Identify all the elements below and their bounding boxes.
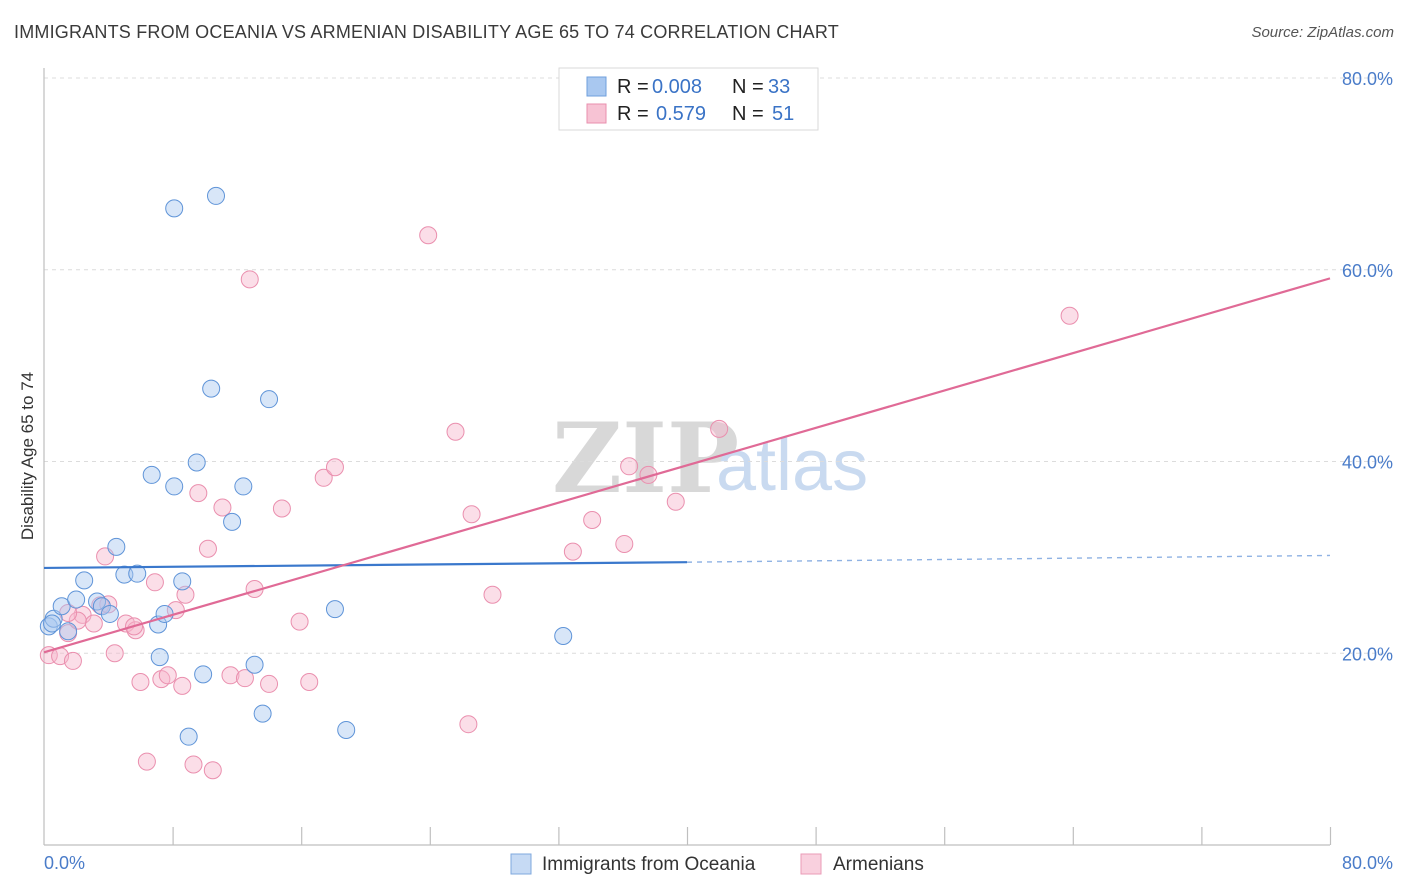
armenians-point bbox=[63, 651, 82, 670]
chart-title: IMMIGRANTS FROM OCEANIA VS ARMENIAN DISA… bbox=[14, 22, 839, 42]
oceania-point bbox=[67, 590, 86, 609]
armenians-point bbox=[300, 673, 319, 692]
armenians-point bbox=[462, 505, 481, 524]
y-tick-label: 40.0% bbox=[1342, 453, 1393, 473]
armenians-point bbox=[198, 539, 217, 558]
y-tick-label: 60.0% bbox=[1342, 261, 1393, 281]
oceania-point bbox=[100, 604, 119, 623]
oceania-point bbox=[554, 626, 573, 645]
armenians-point bbox=[583, 510, 602, 529]
source-label: Source: ZipAtlas.com bbox=[1251, 24, 1394, 41]
x-tick-label-max: 80.0% bbox=[1342, 853, 1393, 873]
armenians-point bbox=[203, 761, 222, 780]
oceania-point bbox=[43, 614, 62, 633]
armenians-trendline bbox=[43, 277, 1331, 654]
legend-r-value-oceania: 0.008 bbox=[652, 76, 702, 98]
armenians-point bbox=[105, 644, 124, 663]
legend-n-label-oceania: N = bbox=[732, 76, 764, 98]
legend-swatch-armenians bbox=[586, 103, 607, 124]
oceania-points bbox=[39, 186, 573, 746]
armenians-point bbox=[145, 573, 164, 592]
legend-n-label-armenians: N = bbox=[732, 103, 764, 125]
x-tick-label-min: 0.0% bbox=[44, 853, 85, 873]
oceania-point bbox=[142, 465, 161, 484]
armenians-point bbox=[1060, 306, 1079, 325]
armenians-point bbox=[419, 226, 438, 245]
armenians-point bbox=[563, 542, 582, 561]
armenians-point bbox=[459, 715, 478, 734]
oceania-point bbox=[234, 477, 253, 496]
oceania-point bbox=[245, 655, 264, 674]
bottom-legend-label-armenians: Armenians bbox=[833, 854, 924, 875]
oceania-point bbox=[194, 665, 213, 684]
armenians-point bbox=[260, 674, 279, 693]
trendlines bbox=[43, 277, 1331, 654]
armenians-point bbox=[290, 612, 309, 631]
bottom-legend-swatch-armenians bbox=[800, 853, 822, 875]
armenians-point bbox=[235, 669, 254, 688]
oceania-point bbox=[337, 720, 356, 739]
watermark-atlas: atlas bbox=[716, 426, 868, 506]
oceania-point bbox=[179, 727, 198, 746]
legend-swatch-oceania bbox=[586, 76, 607, 97]
legend-r-value-armenians: 0.579 bbox=[656, 103, 706, 125]
bottom-legend-label-oceania: Immigrants from Oceania bbox=[542, 854, 756, 875]
armenians-point bbox=[131, 673, 150, 692]
armenians-point bbox=[272, 499, 291, 518]
x-axis-ticks bbox=[172, 827, 1332, 845]
armenians-point bbox=[137, 752, 156, 771]
bottom-legend: Immigrants from Oceania Armenians bbox=[510, 853, 924, 875]
legend: R = 0.008 N = 33 R = 0.579 N = 51 bbox=[558, 67, 819, 131]
armenians-point bbox=[158, 666, 177, 685]
oceania-trendline-extension bbox=[686, 554, 1331, 563]
legend-n-value-armenians: 51 bbox=[772, 103, 794, 125]
armenians-point bbox=[176, 585, 195, 604]
armenians-point bbox=[240, 270, 259, 289]
armenians-point bbox=[615, 534, 634, 553]
oceania-point bbox=[253, 704, 272, 723]
armenians-point bbox=[184, 755, 203, 774]
y-axis-label: Disability Age 65 to 74 bbox=[18, 372, 37, 540]
oceania-point bbox=[260, 390, 279, 409]
armenians-point bbox=[173, 676, 192, 695]
oceania-point bbox=[59, 622, 78, 641]
armenians-point bbox=[325, 458, 344, 477]
oceania-point bbox=[173, 572, 192, 591]
armenians-point bbox=[710, 419, 729, 438]
oceania-point bbox=[207, 186, 226, 205]
oceania-point bbox=[107, 537, 126, 556]
oceania-point bbox=[223, 512, 242, 531]
armenians-point bbox=[221, 666, 240, 685]
y-tick-label: 20.0% bbox=[1342, 644, 1393, 664]
armenians-point bbox=[314, 468, 333, 487]
oceania-point bbox=[165, 199, 184, 218]
y-tick-labels: 20.0% 40.0% 60.0% 80.0% bbox=[1342, 69, 1393, 664]
legend-r-label-oceania: R = bbox=[617, 76, 649, 98]
oceania-point bbox=[325, 600, 344, 619]
oceania-point bbox=[75, 571, 94, 590]
oceania-trendline bbox=[43, 561, 688, 570]
oceania-point bbox=[165, 477, 184, 496]
armenians-point bbox=[84, 614, 103, 633]
armenians-point bbox=[483, 585, 502, 604]
armenians-point bbox=[620, 457, 639, 476]
oceania-point bbox=[202, 379, 221, 398]
legend-n-value-oceania: 33 bbox=[768, 76, 790, 98]
bottom-legend-swatch-oceania bbox=[510, 853, 532, 875]
legend-r-label-armenians: R = bbox=[617, 103, 649, 125]
oceania-point bbox=[88, 592, 107, 611]
armenians-point bbox=[666, 492, 685, 511]
y-tick-label: 80.0% bbox=[1342, 69, 1393, 89]
armenians-point bbox=[213, 498, 232, 517]
armenians-point bbox=[446, 422, 465, 441]
armenians-point bbox=[99, 595, 118, 614]
armenians-point bbox=[189, 484, 208, 503]
oceania-point bbox=[187, 453, 206, 472]
oceania-point bbox=[150, 648, 169, 667]
armenians-points bbox=[39, 226, 1079, 780]
oceania-point bbox=[128, 564, 147, 583]
